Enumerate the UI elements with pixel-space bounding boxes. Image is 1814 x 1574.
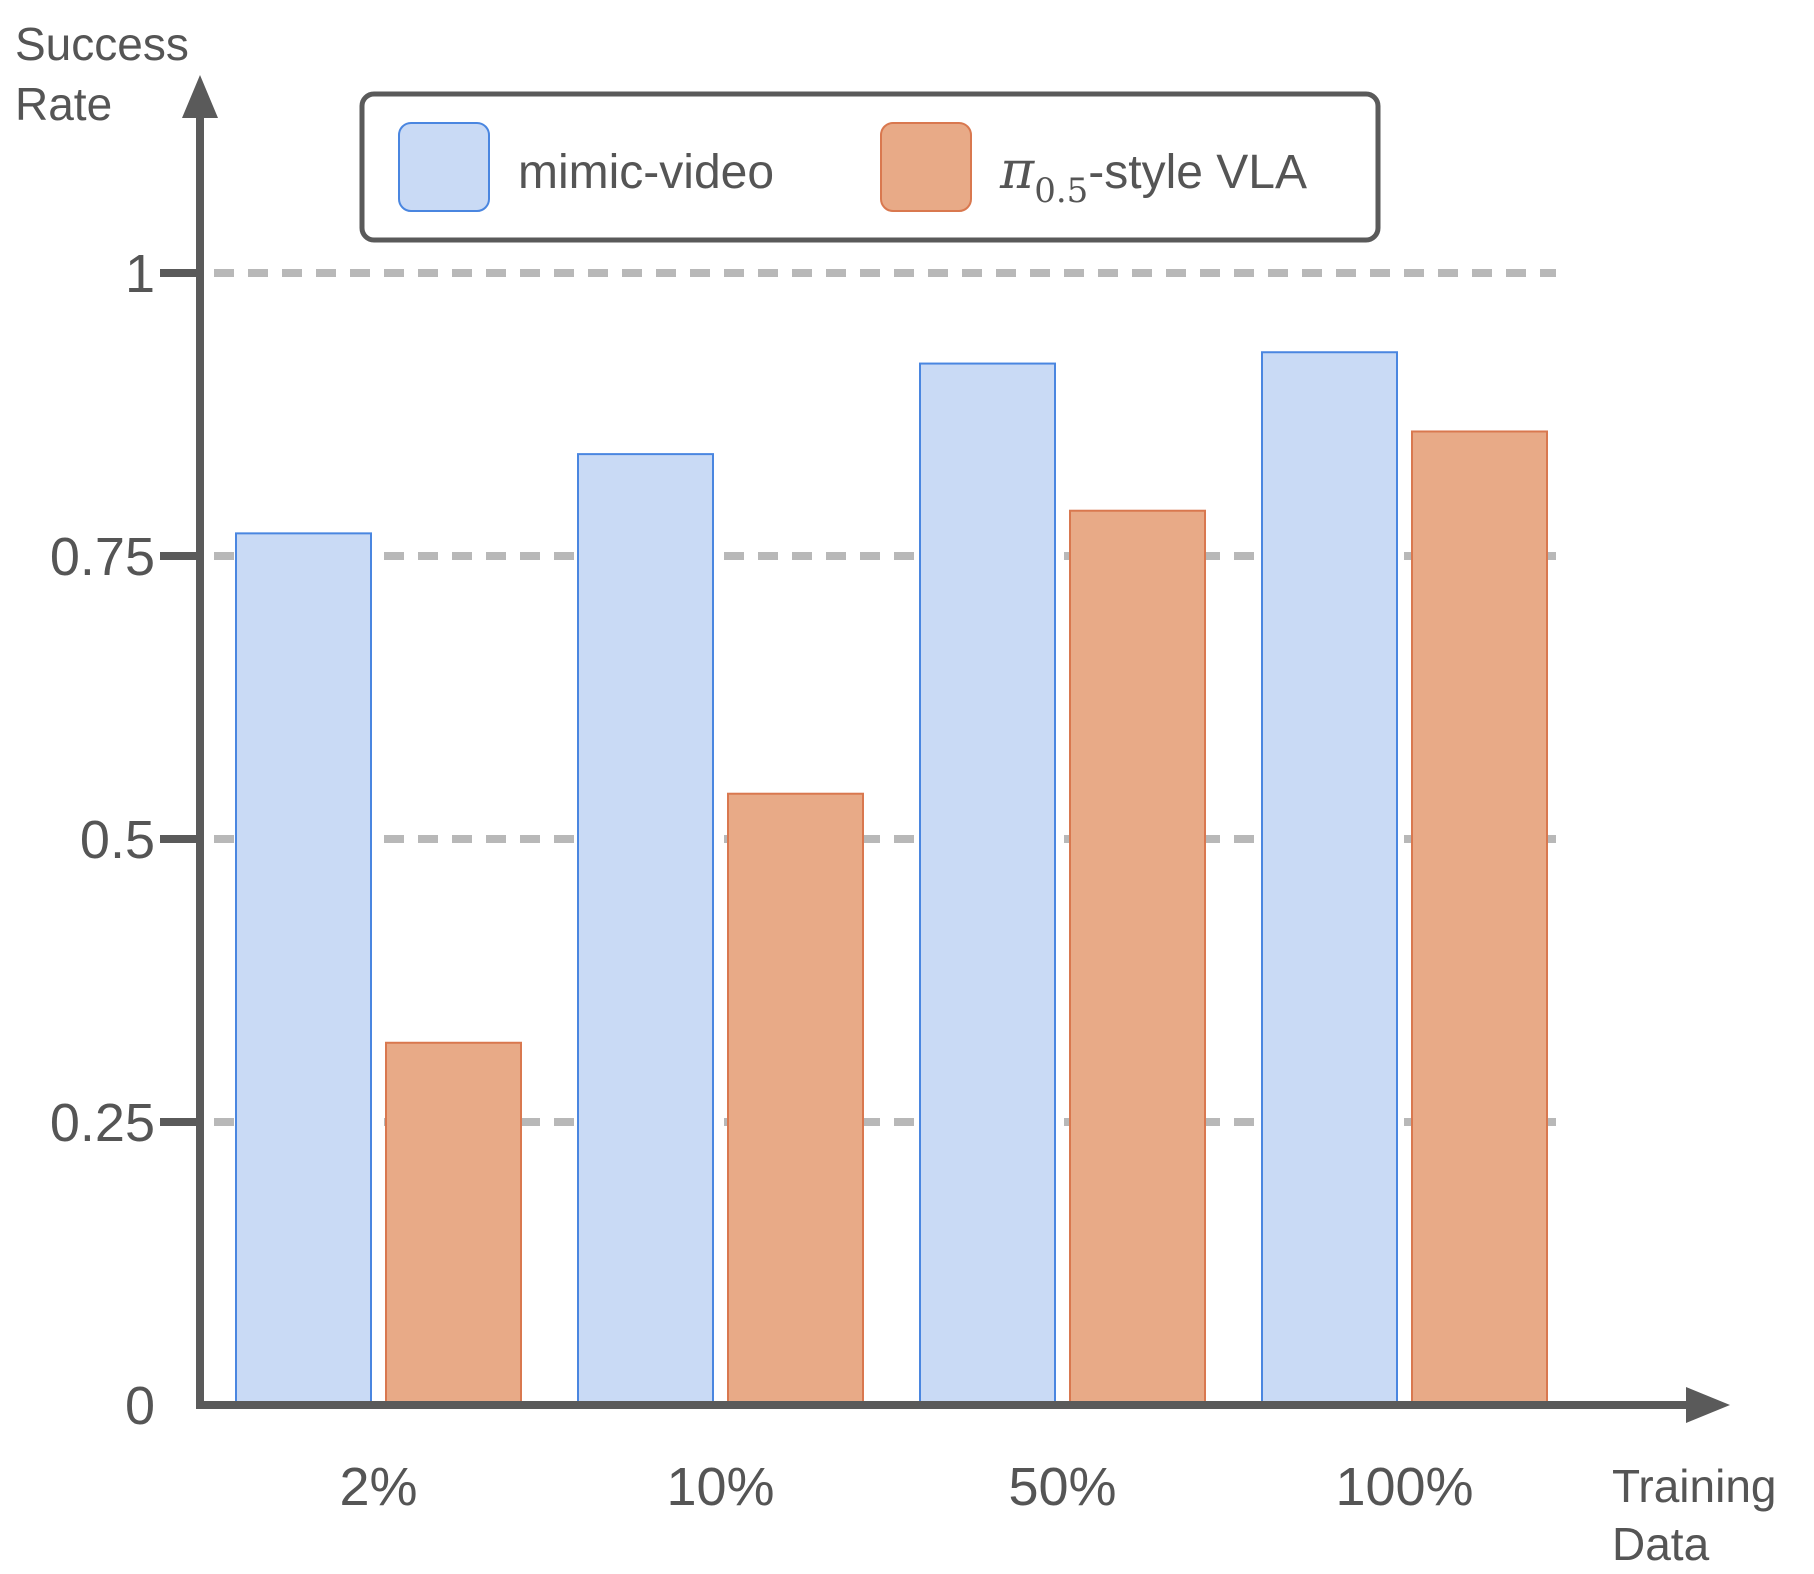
y-axis-arrow-icon [182,75,218,118]
bar-mimic-video-0 [235,532,372,1406]
y-tick-label-4: 1 [125,244,155,304]
y-tick-label-2: 0.5 [80,810,155,870]
bar-mimic-video-1 [577,453,714,1406]
legend-swatch-vla [880,122,972,212]
legend-label-vla-subscript: 0.5 [1034,171,1088,211]
x-tick-label-1: 10% [666,1457,774,1517]
bar-vla-0 [385,1041,522,1406]
bar-mimic-video-3 [1261,351,1398,1406]
legend-frame [359,91,1381,243]
bar-mimic-video-2 [919,362,1056,1406]
legend-label-vla: π0.5-style VLA [999,141,1307,211]
y-tick-label-1: 0.25 [50,1093,155,1153]
legend-label-mimic-video: mimic-video [518,146,774,199]
x-tick-label-3: 100% [1335,1457,1473,1517]
legend: mimic-video π0.5-style VLA [359,91,1381,243]
x-axis-arrow-icon [1686,1387,1730,1423]
bar-vla-1 [727,792,864,1406]
y-ticks: 0 0.25 0.5 0.75 1 [50,244,204,1436]
legend-swatch-mimic-video [398,122,490,212]
axes [182,75,1730,1423]
bar-vla-3 [1411,430,1548,1407]
x-axis-title-line-1: Training [1612,1460,1776,1512]
x-tick-label-2: 50% [1008,1457,1116,1517]
y-tick-label-3: 0.75 [50,527,155,587]
legend-label-vla-suffix: -style VLA [1088,146,1307,199]
x-ticks: 2% 10% 50% 100% [339,1457,1473,1517]
y-axis-title-line-1: Success [15,18,189,70]
y-axis-title-line-2: Rate [15,78,112,130]
y-tick-label-0: 0 [125,1376,155,1436]
x-axis-title-line-2: Data [1612,1518,1710,1570]
x-tick-label-0: 2% [339,1457,417,1517]
bar-vla-2 [1069,509,1206,1407]
bars [235,351,1548,1407]
legend-label-vla-prefix: π [999,141,1035,201]
